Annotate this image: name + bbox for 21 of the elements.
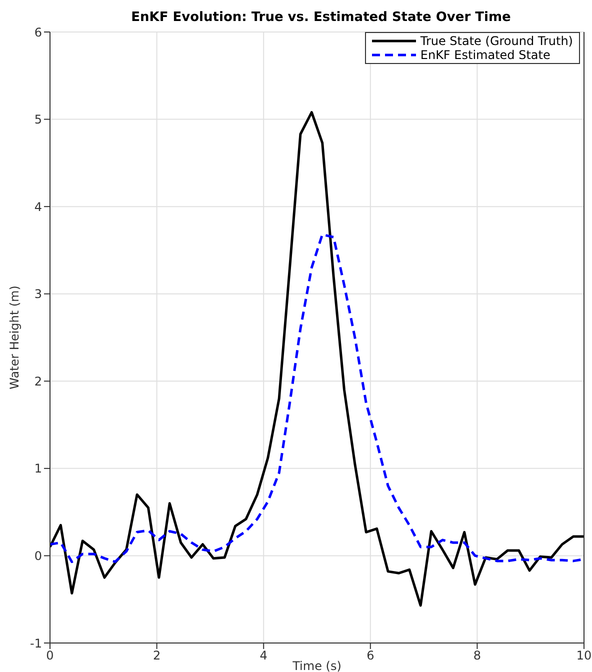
legend-label: EnKF Estimated State <box>420 48 550 62</box>
legend-label: True State (Ground Truth) <box>420 34 573 48</box>
chart-title: EnKF Evolution: True vs. Estimated State Over Time <box>130 10 512 25</box>
line-series <box>50 233 584 564</box>
y-tick-label: 6 <box>34 25 42 40</box>
y-tick-label: 3 <box>34 287 42 302</box>
x-axis-title: Time (s) <box>292 659 342 672</box>
y-axis-title: Water Height (m) <box>7 286 22 390</box>
y-tick-label: 2 <box>34 374 42 388</box>
x-tick-label: 2 <box>152 648 161 663</box>
x-tick-label: 10 <box>576 648 592 663</box>
x-tick-label: 6 <box>366 648 374 663</box>
line-series <box>50 111 584 607</box>
y-tick-label: 0 <box>34 548 42 563</box>
y-tick-label: -1 <box>30 636 42 650</box>
x-tick-label: 4 <box>260 648 268 663</box>
x-tick-label: 0 <box>46 648 54 663</box>
y-tick-label: 4 <box>34 200 42 214</box>
x-tick-label: 8 <box>473 648 482 663</box>
y-tick-label: 5 <box>34 112 42 127</box>
y-tick-label: 1 <box>34 462 42 476</box>
